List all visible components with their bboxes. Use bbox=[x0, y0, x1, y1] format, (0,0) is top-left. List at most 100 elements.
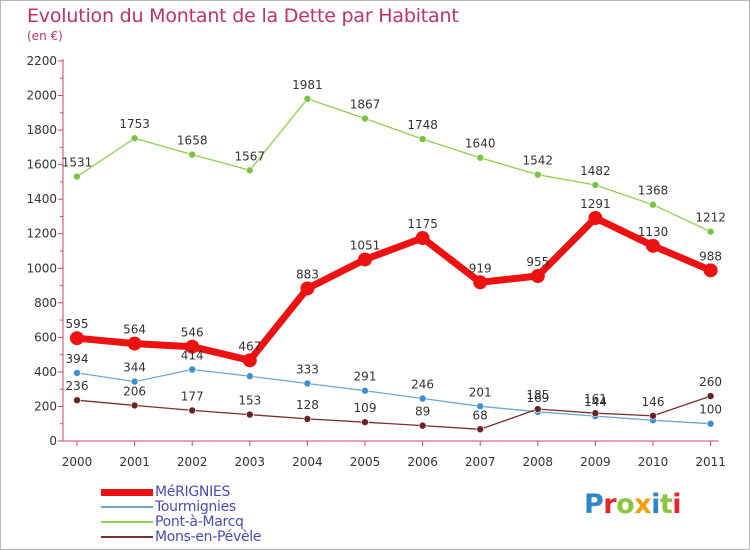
data-label: 394 bbox=[66, 352, 89, 366]
data-label: 919 bbox=[469, 261, 492, 275]
legend-swatch bbox=[101, 536, 153, 538]
data-point bbox=[706, 227, 715, 236]
legend-swatch bbox=[101, 488, 153, 496]
data-label: 109 bbox=[354, 401, 377, 415]
series-line bbox=[73, 214, 715, 364]
data-label: 1753 bbox=[119, 117, 150, 131]
data-label: 1291 bbox=[580, 197, 611, 211]
y-tick-label: 400 bbox=[34, 365, 57, 379]
y-tick-label: 1400 bbox=[26, 192, 57, 206]
logo-letter: P bbox=[584, 489, 604, 520]
data-point bbox=[591, 409, 600, 417]
data-label: 546 bbox=[181, 326, 204, 340]
data-label: 161 bbox=[584, 392, 607, 406]
data-point bbox=[706, 392, 715, 400]
data-label: 146 bbox=[642, 395, 665, 409]
data-point bbox=[533, 405, 542, 413]
data-point bbox=[303, 379, 312, 388]
data-point bbox=[361, 386, 369, 395]
logo-letter: o bbox=[616, 489, 635, 520]
data-label: 988 bbox=[699, 249, 722, 263]
logo-letter: x bbox=[634, 489, 652, 520]
x-tick-label: 2009 bbox=[580, 455, 611, 469]
data-label: 144 bbox=[584, 395, 607, 409]
data-point bbox=[246, 166, 254, 175]
data-label: 169 bbox=[526, 391, 549, 405]
data-point bbox=[246, 372, 254, 381]
data-label: 467 bbox=[238, 339, 261, 353]
data-label: 1051 bbox=[350, 238, 381, 252]
data-point bbox=[73, 396, 81, 405]
data-point bbox=[300, 281, 315, 296]
data-point bbox=[303, 95, 312, 103]
data-label: 1748 bbox=[407, 118, 438, 132]
data-point bbox=[127, 336, 142, 351]
x-tick-label: 2007 bbox=[465, 455, 496, 469]
data-point bbox=[646, 238, 660, 253]
logo-letter: t bbox=[659, 489, 673, 520]
x-tick-label: 2011 bbox=[695, 455, 726, 469]
data-point bbox=[418, 421, 427, 430]
data-label: 260 bbox=[699, 375, 722, 389]
data-label: 201 bbox=[469, 385, 492, 399]
data-point bbox=[361, 114, 369, 123]
data-point bbox=[361, 418, 369, 426]
data-label: 1368 bbox=[638, 184, 669, 198]
data-point bbox=[188, 150, 196, 159]
data-point bbox=[130, 134, 139, 143]
data-point bbox=[649, 200, 657, 209]
legend-label: Mons-en-Pévèle bbox=[155, 529, 262, 545]
data-label: 1658 bbox=[177, 134, 208, 148]
data-point bbox=[70, 331, 84, 346]
logo-letter: r bbox=[603, 489, 617, 520]
data-label: 291 bbox=[354, 370, 377, 384]
data-label: 414 bbox=[181, 348, 204, 362]
logo-letter: i bbox=[651, 489, 660, 520]
data-label: 883 bbox=[296, 267, 319, 281]
data-label: 955 bbox=[526, 255, 549, 269]
data-label: 1175 bbox=[407, 217, 438, 231]
data-label: 1212 bbox=[695, 211, 726, 225]
data-point bbox=[591, 181, 600, 189]
y-tick-label: 2000 bbox=[26, 89, 57, 103]
data-point bbox=[188, 406, 196, 415]
y-tick-label: 800 bbox=[34, 296, 57, 310]
data-label: 1482 bbox=[580, 164, 611, 178]
series-tourmignies bbox=[73, 365, 715, 428]
legend-label: Tourmignies bbox=[155, 499, 236, 515]
y-tick-label: 0 bbox=[49, 434, 57, 448]
proxiti-logo: Proxiti bbox=[584, 489, 682, 520]
data-label: 1867 bbox=[350, 98, 381, 112]
legend-label: Pont-à-Marcq bbox=[155, 514, 244, 530]
series-line bbox=[76, 368, 712, 425]
data-label: 68 bbox=[473, 408, 488, 422]
data-label: 128 bbox=[296, 398, 319, 412]
y-tick-label: 1800 bbox=[26, 123, 57, 137]
data-point bbox=[476, 425, 485, 434]
data-point bbox=[476, 402, 485, 411]
data-label: 100 bbox=[699, 403, 722, 417]
x-tick-label: 2001 bbox=[119, 455, 150, 469]
data-point bbox=[246, 410, 254, 419]
data-label: 1640 bbox=[465, 137, 496, 151]
data-label: 153 bbox=[238, 394, 261, 408]
series-line bbox=[76, 98, 712, 233]
data-label: 595 bbox=[66, 317, 89, 331]
x-tick-label: 2010 bbox=[638, 455, 669, 469]
x-tick-label: 2004 bbox=[292, 455, 323, 469]
data-point bbox=[530, 269, 545, 284]
series-merignies bbox=[70, 211, 718, 368]
y-tick-label: 1000 bbox=[26, 261, 57, 275]
data-label: 206 bbox=[123, 384, 146, 398]
data-label: 177 bbox=[181, 389, 204, 403]
data-point bbox=[130, 401, 139, 410]
data-label: 344 bbox=[123, 361, 146, 375]
data-point bbox=[73, 369, 81, 377]
series-pont-a-marcq bbox=[73, 95, 715, 236]
data-point bbox=[303, 415, 312, 423]
x-tick-label: 2002 bbox=[177, 455, 208, 469]
data-label: 1531 bbox=[62, 156, 93, 170]
data-point bbox=[476, 153, 485, 162]
